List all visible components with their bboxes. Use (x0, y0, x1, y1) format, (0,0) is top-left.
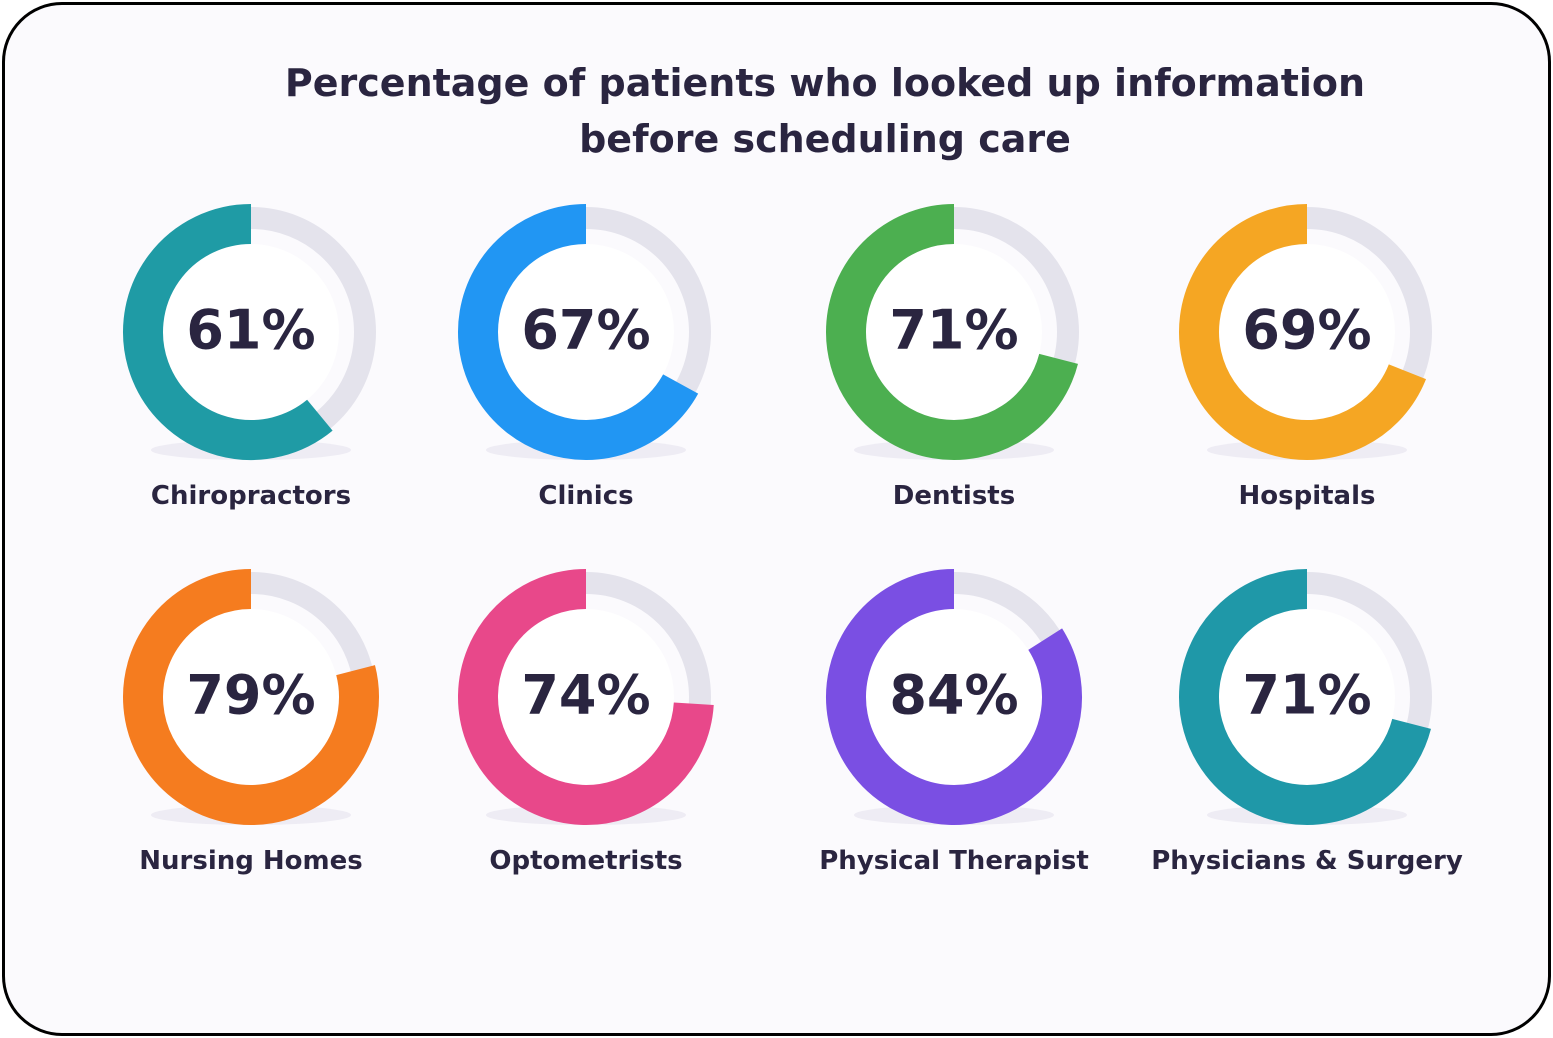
value-label: 79% (186, 664, 315, 727)
donut-cell: 71% Physicians & Surgery (1147, 565, 1467, 881)
donut-arc (458, 569, 714, 825)
donut-cell: 67% Clinics (426, 200, 746, 516)
donut: 69% (1179, 204, 1432, 460)
value-label: 71% (889, 299, 1018, 362)
inner (866, 609, 1042, 785)
inner (163, 244, 339, 420)
donut-arc (826, 204, 1078, 460)
inner (163, 609, 339, 785)
category-label: Physicians & Surgery (1151, 846, 1463, 876)
inner (498, 609, 674, 785)
value-label: 61% (186, 299, 315, 362)
donut-arc (826, 569, 1082, 825)
donut-cell: 69% Hospitals (1147, 200, 1467, 516)
category-label: Chiropractors (150, 481, 352, 511)
donut: 67% (458, 204, 711, 460)
category-label: Optometrists (489, 846, 683, 876)
donut: 71% (826, 204, 1079, 460)
value-label: 71% (1242, 664, 1371, 727)
inner (498, 244, 674, 420)
donut-cell: 79% Nursing Homes (91, 565, 411, 881)
donut: 84% (826, 569, 1082, 825)
category-label: Physical Therapist (819, 846, 1089, 876)
donut: 74% (458, 569, 714, 825)
donut: 71% (1179, 569, 1432, 825)
category-label: Hospitals (1238, 481, 1376, 511)
donut: 61% (123, 204, 376, 460)
donut-arc (123, 204, 333, 460)
donut-cell: 74% Optometrists (426, 565, 746, 881)
category-label: Nursing Homes (139, 846, 363, 876)
donut-cell: 61% Chiropractors (91, 200, 411, 516)
chart-title: Percentage of patients who looked up inf… (284, 61, 1366, 161)
value-label: 74% (521, 664, 650, 727)
donut-cell: 84% Physical Therapist (794, 565, 1114, 881)
value-label: 84% (889, 664, 1018, 727)
donut: 79% (123, 569, 379, 825)
donut-arc (1179, 569, 1431, 825)
inner (1219, 609, 1395, 785)
donut-cell: 71% Dentists (794, 200, 1114, 516)
donut-arc (123, 569, 379, 825)
donut-arc (458, 204, 699, 460)
donut-arc (1179, 204, 1426, 460)
category-label: Clinics (538, 481, 634, 511)
category-label: Dentists (892, 481, 1016, 511)
value-label: 69% (1242, 299, 1371, 362)
value-label: 67% (521, 299, 650, 362)
inner (1219, 244, 1395, 420)
inner (866, 244, 1042, 420)
